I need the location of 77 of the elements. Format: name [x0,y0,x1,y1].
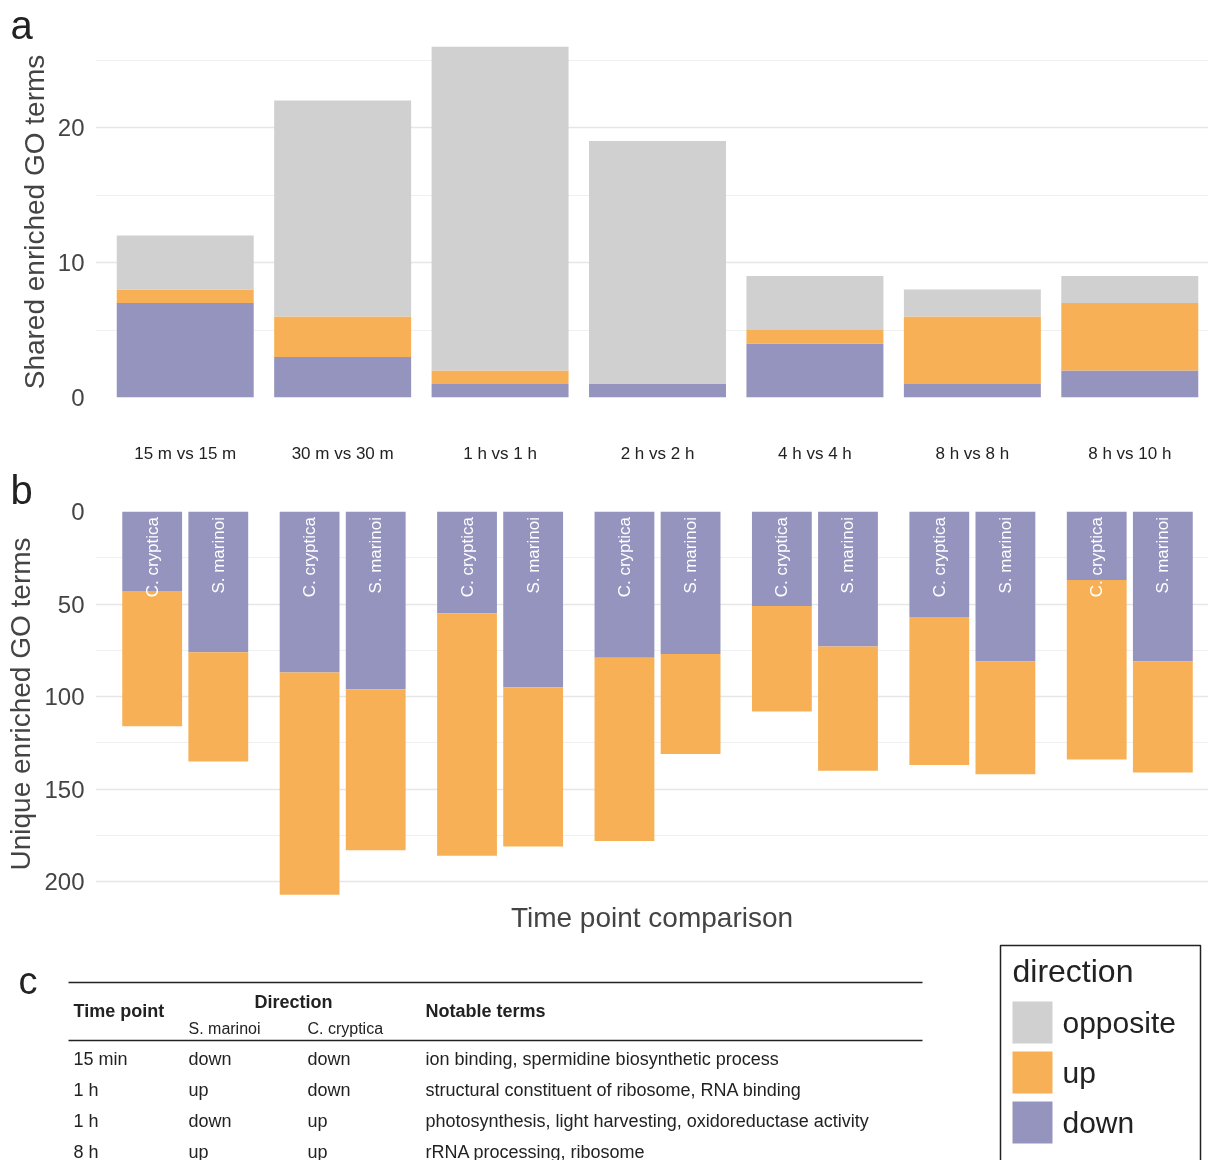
category-label: C. cryptica [457,517,477,598]
category-label: S. marinoi [366,517,386,594]
category-label: C. cryptica [614,517,634,598]
bar [589,141,726,384]
x-tick-label: 2 h vs 2 h [620,443,695,463]
text: up [307,1110,328,1131]
legend-title: direction [1012,952,1134,989]
y-tick-label: 200 [44,868,85,896]
x-tick-label: 1 h vs 1 h [463,443,537,463]
text: down [188,1048,232,1069]
text: Direction [254,991,333,1012]
x-tick-label: 30 m vs 30 m [291,443,394,463]
bar [1061,370,1199,398]
text: b [10,467,33,512]
text: 1 h [73,1110,99,1131]
text: down [307,1079,351,1100]
category-label: S. marinoi [523,517,543,594]
text: down [307,1048,351,1069]
bar [274,357,412,398]
x-axis-title: Time point comparison [510,901,794,933]
text: C. cryptica [307,1020,384,1037]
category-label: S. marinoi [1153,517,1173,594]
text: 1 h [73,1079,99,1100]
text: photosynthesis, light harvesting, oxidoreductase activity [425,1110,869,1131]
category-label: C. cryptica [772,517,792,598]
bar [589,384,726,398]
y-axis-title: Shared enriched GO terms [18,54,50,390]
x-tick-label: 8 h vs 8 h [935,443,1010,463]
text: Notable terms [425,1000,546,1021]
category-label: S. marinoi [208,517,228,594]
text: 15 min [73,1048,128,1069]
text: 8 h [73,1141,99,1162]
bar [274,100,412,317]
text: structural constituent of ribosome, RNA binding [425,1079,801,1100]
bar [431,384,569,398]
bar [746,276,884,330]
bar [274,316,412,357]
bar [903,289,1041,317]
y-axis-title: Unique enriched GO terms [5,537,37,871]
x-tick-label: 8 h vs 10 h [1088,443,1172,463]
y-tick-label: 20 [57,114,85,141]
text: up [188,1079,209,1100]
text: a [10,2,34,47]
y-tick-label: 0 [71,384,85,411]
x-tick-label: 4 h vs 4 h [778,443,852,463]
category-label: S. marinoi [681,517,701,594]
y-tick-label: 50 [57,590,85,618]
bar [116,303,254,398]
bar [116,235,254,290]
category-label: S. marinoi [838,517,858,594]
x-tick-label: 15 m vs 15 m [134,443,237,463]
text: Time point [73,1000,165,1021]
y-tick-label: 0 [71,498,85,525]
category-label: C. cryptica [929,517,949,598]
bar [116,289,254,303]
text: S. marinoi [188,1020,261,1037]
legend-label: opposite [1062,1006,1176,1039]
bar [1061,303,1199,371]
y-tick-label: 100 [44,683,85,711]
bar [431,46,569,371]
category-label: C. cryptica [300,517,320,598]
category-label: C. cryptica [142,517,162,598]
y-tick-label: 150 [44,775,85,803]
bar [903,384,1041,398]
bar [746,343,884,398]
text: c [18,959,38,1002]
legend-label: up [1062,1056,1096,1089]
bar [1061,276,1199,303]
legend-label: down [1062,1106,1135,1139]
bar [903,316,1041,384]
text: ion binding, spermidine biosynthetic process [425,1048,779,1069]
bar [431,370,569,384]
category-label: S. marinoi [995,517,1015,594]
y-tick-label: 10 [57,249,85,276]
category-label: C. cryptica [1087,517,1107,598]
text: down [188,1110,232,1131]
bar [746,330,884,344]
